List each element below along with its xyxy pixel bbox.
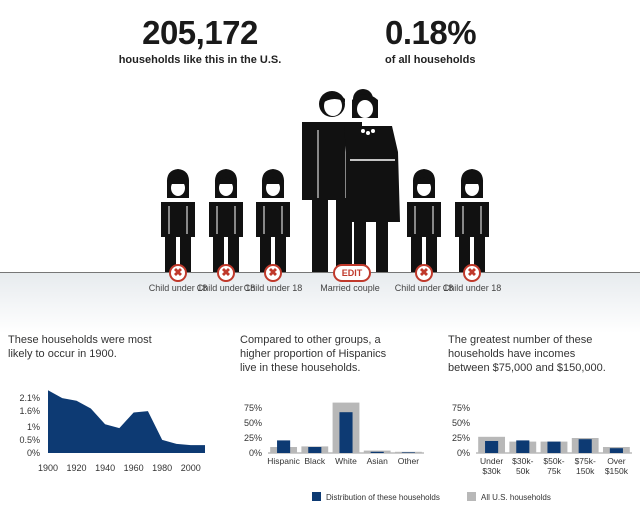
member-label-3: Child under 18 bbox=[243, 283, 303, 293]
era-xtick: 1980 bbox=[152, 463, 172, 473]
income-description: The greatest number of these households … bbox=[448, 334, 606, 374]
race-description: Compared to other groups, a higher propo… bbox=[240, 334, 387, 374]
income-xtick: 75k bbox=[547, 466, 561, 476]
era-ytick: 1.6% bbox=[19, 406, 40, 416]
income-xtick: $30k- bbox=[512, 456, 533, 466]
income-xtick: $30k bbox=[482, 466, 501, 476]
income-bar-distribution bbox=[547, 441, 561, 453]
child-figure-2 bbox=[208, 168, 244, 273]
woman-figure bbox=[344, 89, 400, 272]
income-xtick: $75k- bbox=[575, 456, 596, 466]
income-xtick: 50k bbox=[516, 466, 530, 476]
era-area bbox=[48, 390, 205, 453]
member-label-2: Child under 18 bbox=[196, 283, 256, 293]
percent-value: 0.18% bbox=[385, 14, 477, 51]
era-ytick: 2.1% bbox=[19, 393, 40, 403]
income-bar-distribution bbox=[609, 448, 623, 453]
race-xtick: Hispanic bbox=[267, 456, 300, 466]
race-ytick: 0% bbox=[249, 448, 262, 458]
legend-distribution-label: Distribution of these households bbox=[326, 493, 440, 502]
remove-child-1-button[interactable]: ✖ bbox=[169, 264, 187, 282]
income-xtick: $150k bbox=[605, 466, 629, 476]
edit-couple-button[interactable]: EDIT bbox=[333, 264, 371, 282]
child-figure-5 bbox=[454, 168, 490, 273]
era-ytick: 1% bbox=[27, 422, 40, 432]
race-bar-chart: 75% 50% 25% 0% Hispanic Black White Asian Other bbox=[244, 402, 424, 466]
income-bar-distribution bbox=[485, 441, 499, 453]
percent-stat: 0.18% of all households bbox=[385, 14, 477, 66]
child-figure-1 bbox=[160, 168, 196, 273]
income-ytick: 75% bbox=[452, 403, 470, 413]
legend-navy-swatch bbox=[312, 492, 321, 501]
legend-distribution: Distribution of these households bbox=[312, 492, 440, 502]
era-xtick: 1920 bbox=[67, 463, 87, 473]
member-label-5: Child under 18 bbox=[442, 283, 502, 293]
income-bar-distribution bbox=[516, 440, 530, 453]
member-label-1: Child under 18 bbox=[148, 283, 208, 293]
race-bar-all bbox=[363, 450, 391, 453]
race-bar-distribution bbox=[308, 447, 322, 453]
households-count: 205,172 bbox=[142, 14, 258, 51]
household-figures bbox=[160, 89, 490, 273]
era-ytick: 0.5% bbox=[19, 435, 40, 445]
remove-child-5-button[interactable]: ✖ bbox=[463, 264, 481, 282]
remove-child-4-button[interactable]: ✖ bbox=[415, 264, 433, 282]
race-bar-distribution bbox=[401, 452, 415, 453]
member-label-4: Child under 18 bbox=[394, 283, 454, 293]
income-xtick: Under bbox=[480, 456, 503, 466]
remove-child-3-button[interactable]: ✖ bbox=[264, 264, 282, 282]
legend-gray-swatch bbox=[467, 492, 476, 501]
lower-panel bbox=[0, 273, 640, 510]
legend-all-label: All U.S. households bbox=[481, 493, 551, 502]
race-xtick: Other bbox=[398, 456, 419, 466]
era-xtick: 1940 bbox=[95, 463, 115, 473]
era-ytick: 0% bbox=[27, 448, 40, 458]
income-xtick: Over bbox=[607, 456, 626, 466]
era-xtick: 1960 bbox=[124, 463, 144, 473]
race-xtick: Black bbox=[304, 456, 326, 466]
child-figure-3 bbox=[255, 168, 291, 273]
race-bar-distribution bbox=[339, 412, 353, 453]
member-label-couple: Married couple bbox=[320, 283, 380, 293]
legend-all: All U.S. households bbox=[467, 492, 551, 502]
race-bar-distribution bbox=[370, 451, 384, 453]
race-ytick: 75% bbox=[244, 403, 262, 413]
race-xtick: Asian bbox=[367, 456, 389, 466]
race-ytick: 25% bbox=[244, 433, 262, 443]
race-xtick: White bbox=[335, 456, 357, 466]
households-count-stat: 205,172 households like this in the U.S. bbox=[105, 14, 295, 66]
ground-line bbox=[0, 272, 640, 273]
child-figure-4 bbox=[406, 168, 442, 273]
income-xtick: 150k bbox=[576, 466, 595, 476]
income-bar-distribution bbox=[578, 439, 592, 453]
era-xtick: 1900 bbox=[38, 463, 58, 473]
income-bar-chart: 75% 50% 25% 0% Under$30k $30k-50k $50k-75k $75k… bbox=[452, 403, 632, 476]
remove-child-2-button[interactable]: ✖ bbox=[217, 264, 235, 282]
income-ytick: 25% bbox=[452, 433, 470, 443]
race-ytick: 50% bbox=[244, 418, 262, 428]
percent-label: of all households bbox=[385, 54, 476, 66]
income-ytick: 0% bbox=[457, 448, 470, 458]
race-bar-distribution bbox=[277, 440, 291, 453]
era-xtick: 2000 bbox=[181, 463, 201, 473]
era-description: These households were most likely to occ… bbox=[8, 334, 152, 360]
era-area-chart: 2.1% 1.6% 1% 0.5% 0% 1900 1920 1940 1960 1980 2000 bbox=[19, 390, 205, 473]
households-count-label: households like this in the U.S. bbox=[118, 54, 282, 66]
race-bar-all bbox=[394, 451, 422, 453]
income-xtick: $50k- bbox=[543, 456, 564, 466]
income-ytick: 50% bbox=[452, 418, 470, 428]
